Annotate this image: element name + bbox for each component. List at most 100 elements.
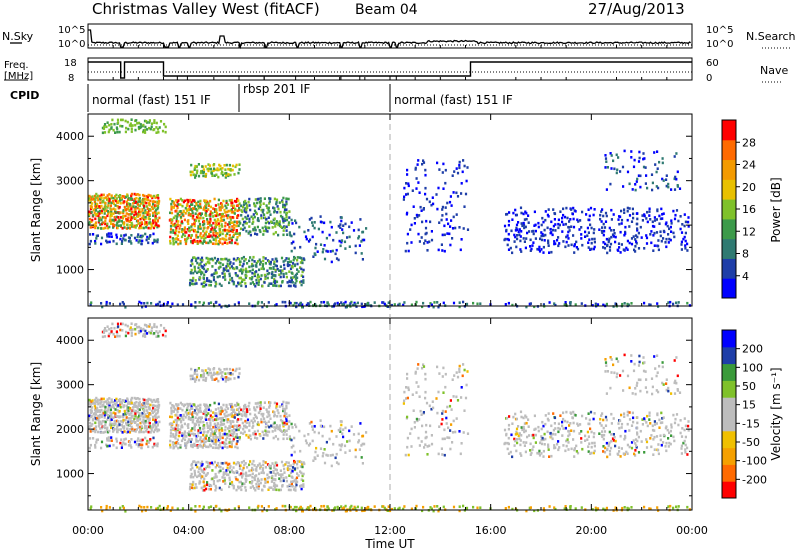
power-cell [209, 219, 212, 223]
velocity-cell [261, 469, 264, 472]
power-cell [136, 219, 140, 222]
velocity-cell [361, 434, 365, 438]
velocity-cell [255, 465, 258, 469]
power-cell [589, 223, 592, 227]
power-cell [637, 247, 641, 250]
power-cell [143, 206, 146, 209]
power-cell [137, 233, 140, 236]
velocity-cell [506, 447, 509, 451]
power-cell [424, 226, 428, 230]
power-cell [421, 305, 424, 309]
power-cell [361, 305, 364, 309]
velocity-cell [205, 460, 208, 464]
power-cell [155, 221, 158, 225]
velocity-cell [169, 443, 172, 447]
velocity-cell [155, 425, 158, 429]
velocity-cell [144, 421, 147, 425]
velocity-cell [329, 454, 332, 457]
colorbar-tick-label: 4 [742, 270, 749, 283]
velocity-cell [203, 441, 206, 445]
velocity-cell [410, 445, 413, 448]
velocity-cell [214, 488, 217, 492]
power-cell [550, 220, 553, 224]
velocity-cell [137, 404, 140, 407]
power-cell [683, 235, 686, 239]
velocity-cell [584, 439, 587, 442]
power-cell [592, 231, 595, 235]
velocity-cell [294, 423, 297, 426]
power-cell [123, 234, 126, 237]
velocity-cell [177, 434, 180, 438]
velocity-cell [145, 425, 148, 428]
velocity-cell [417, 363, 420, 366]
power-cell [259, 197, 262, 200]
power-cell [610, 229, 613, 232]
power-cell [105, 239, 108, 243]
power-cell [289, 260, 293, 263]
power-cell [200, 265, 203, 268]
power-cell [602, 233, 605, 237]
power-cell [181, 221, 184, 225]
velocity-cell [245, 471, 248, 475]
velocity-cell [156, 429, 159, 433]
power-cell [458, 305, 461, 309]
power-cell [430, 230, 433, 233]
power-cell [169, 225, 173, 228]
power-cell [138, 300, 141, 304]
power-cell [282, 272, 285, 276]
velocity-cell [255, 469, 258, 472]
power-cell [130, 118, 133, 121]
power-cell [197, 200, 200, 204]
velocity-cell [219, 368, 222, 372]
power-cell [293, 232, 296, 236]
power-cell [573, 243, 576, 246]
power-cell [617, 242, 621, 245]
velocity-cell [326, 454, 329, 457]
power-cell [246, 214, 250, 218]
velocity-cell [126, 427, 129, 431]
velocity-cell [430, 442, 434, 446]
velocity-cell [441, 412, 444, 415]
velocity-cell [507, 427, 510, 431]
velocity-cell [174, 435, 177, 439]
velocity-cell [215, 418, 218, 422]
power-cell [94, 221, 97, 224]
power-ylabel: Slant Range [km] [29, 158, 43, 262]
velocity-cell [282, 407, 285, 411]
power-cell [106, 121, 109, 124]
power-cell [420, 209, 423, 212]
power-cell [211, 265, 214, 268]
power-cell [667, 182, 670, 186]
power-cell [245, 274, 248, 278]
velocity-cell [441, 418, 444, 421]
power-cell [98, 205, 101, 208]
velocity-cell [209, 438, 212, 442]
velocity-cell [121, 399, 124, 402]
power-cell [233, 257, 236, 261]
power-cell [334, 302, 337, 305]
velocity-cell [407, 386, 410, 389]
velocity-cell [228, 441, 231, 444]
power-cell [219, 230, 222, 234]
power-cell [232, 280, 235, 284]
power-cell [98, 212, 101, 215]
velocity-cell [307, 433, 310, 436]
velocity-cell [144, 426, 147, 430]
velocity-cell [231, 425, 234, 428]
velocity-cell [307, 444, 311, 447]
velocity-cell [222, 403, 225, 407]
power-cell [544, 233, 547, 237]
velocity-cell [232, 486, 235, 490]
velocity-cell [290, 438, 293, 442]
power-cell [263, 213, 266, 216]
power-cell [405, 182, 408, 185]
power-cell [123, 221, 126, 224]
power-cell [564, 301, 567, 304]
power-cell [136, 206, 139, 210]
velocity-cell [194, 368, 197, 372]
velocity-cell [568, 430, 571, 433]
power-cell [115, 126, 118, 129]
power-cell [123, 223, 126, 226]
power-cell [578, 228, 581, 231]
power-cell [542, 303, 545, 306]
